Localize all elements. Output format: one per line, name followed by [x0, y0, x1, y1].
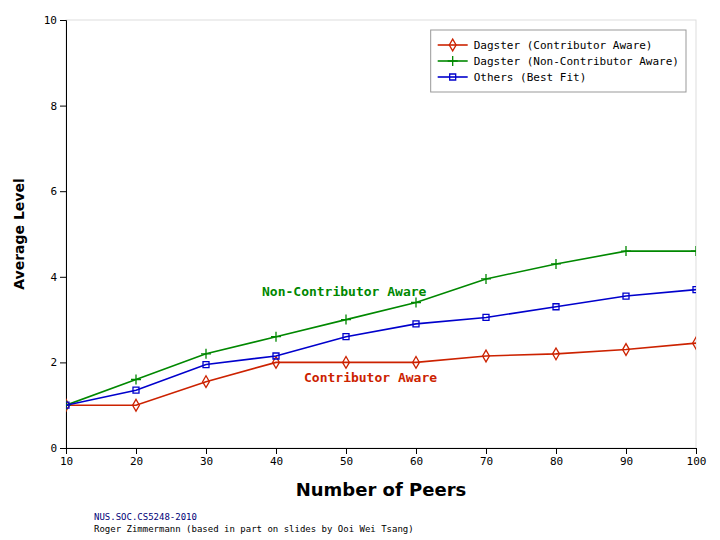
marker — [483, 314, 489, 320]
tick-label: 100 — [687, 455, 707, 468]
series-line — [66, 343, 696, 405]
tick: 40 — [270, 448, 283, 468]
tick-label: 0 — [50, 442, 57, 455]
series-line — [66, 290, 696, 406]
footer: NUS.SOC.CS5248-2010 — [94, 512, 197, 522]
tick-mark — [60, 362, 66, 363]
marker — [621, 246, 631, 256]
tick-mark — [206, 448, 207, 454]
series-line — [66, 251, 696, 405]
tick: 30 — [200, 448, 213, 468]
marker — [553, 348, 560, 360]
tick-mark — [60, 191, 66, 192]
annotation: Non-Contributor Aware — [262, 284, 427, 299]
marker — [343, 357, 350, 369]
marker — [413, 357, 420, 369]
tick-label: 20 — [130, 455, 143, 468]
legend-label: Others (Best Fit) — [474, 71, 587, 84]
tick-label: 2 — [50, 356, 57, 369]
legend-swatch — [438, 76, 468, 78]
marker — [623, 293, 629, 299]
tick-mark — [60, 20, 66, 21]
tick-label: 6 — [50, 185, 57, 198]
tick: 90 — [620, 448, 633, 468]
tick: 8 — [50, 100, 66, 113]
marker — [131, 375, 141, 385]
tick: 50 — [340, 448, 353, 468]
y-axis: 0 2 4 6 8 10 — [44, 14, 67, 455]
y-axis-line — [60, 21, 67, 449]
marker — [691, 246, 696, 256]
legend-swatch — [438, 44, 468, 46]
tick-label: 80 — [550, 455, 563, 468]
tick-label: 50 — [340, 455, 353, 468]
tick: 10 — [60, 448, 73, 468]
tick: 2 — [50, 356, 66, 369]
chart: 10 20 30 40 50 60 70 80 90 100 0 2 4 6 8 10 Number of Pe… — [0, 0, 720, 540]
plot-frame — [66, 20, 696, 448]
marker — [203, 376, 210, 388]
marker — [203, 362, 209, 368]
tick: 80 — [550, 448, 563, 468]
marker — [553, 304, 559, 310]
tick-mark — [626, 448, 627, 454]
tick: 60 — [410, 448, 423, 468]
tick-label: 90 — [620, 455, 633, 468]
legend-box — [431, 30, 686, 92]
legend-label: Dagster (Non-Contributor Aware) — [474, 55, 679, 68]
tick-label: 10 — [60, 455, 73, 468]
footer: Roger Zimmermann (based in part on slide… — [94, 524, 414, 534]
plot-area — [66, 246, 696, 411]
tick-mark — [60, 277, 66, 278]
tick: 0 — [50, 442, 66, 455]
tick-mark — [346, 448, 347, 454]
legend-marker — [450, 74, 456, 80]
marker — [483, 350, 490, 362]
marker — [481, 274, 491, 284]
marker — [343, 334, 349, 340]
tick-mark — [486, 448, 487, 454]
tick-label: 8 — [50, 100, 57, 113]
x-axis: 10 20 30 40 50 60 70 80 90 100 — [60, 448, 707, 468]
tick-label: 10 — [44, 14, 57, 27]
marker — [201, 349, 211, 359]
tick: 100 — [687, 448, 707, 468]
tick-mark — [136, 448, 137, 454]
marker — [133, 399, 140, 411]
marker — [273, 353, 279, 359]
tick: 10 — [44, 14, 66, 27]
marker — [271, 332, 281, 342]
marker — [693, 337, 696, 349]
tick: 4 — [50, 271, 66, 284]
tick-mark — [556, 448, 557, 454]
tick-mark — [60, 106, 66, 107]
marker — [341, 315, 351, 325]
tick: 70 — [480, 448, 493, 468]
tick-label: 60 — [410, 455, 423, 468]
tick-mark — [60, 448, 66, 449]
tick-mark — [276, 448, 277, 454]
y-axis-title: Average Level — [11, 178, 27, 290]
tick: 20 — [130, 448, 143, 468]
tick-label: 40 — [270, 455, 283, 468]
marker — [66, 402, 69, 408]
x-axis-title: Number of Peers — [296, 479, 467, 500]
tick-mark — [416, 448, 417, 454]
marker — [693, 287, 696, 293]
marker — [133, 387, 139, 393]
x-axis-line — [67, 449, 697, 455]
tick-label: 70 — [480, 455, 493, 468]
tick-label: 4 — [50, 271, 57, 284]
marker — [623, 344, 630, 356]
legend-marker — [449, 39, 456, 51]
marker — [413, 321, 419, 327]
legend-marker — [448, 56, 458, 66]
legend-label: Dagster (Contributor Aware) — [474, 39, 653, 52]
marker — [551, 259, 561, 269]
legend: Dagster (Contributor Aware) Dagster (Non-… — [431, 30, 686, 92]
tick-label: 30 — [200, 455, 213, 468]
annotation: Contributor Aware — [304, 370, 437, 385]
tick-mark — [696, 448, 697, 454]
tick: 6 — [50, 185, 66, 198]
